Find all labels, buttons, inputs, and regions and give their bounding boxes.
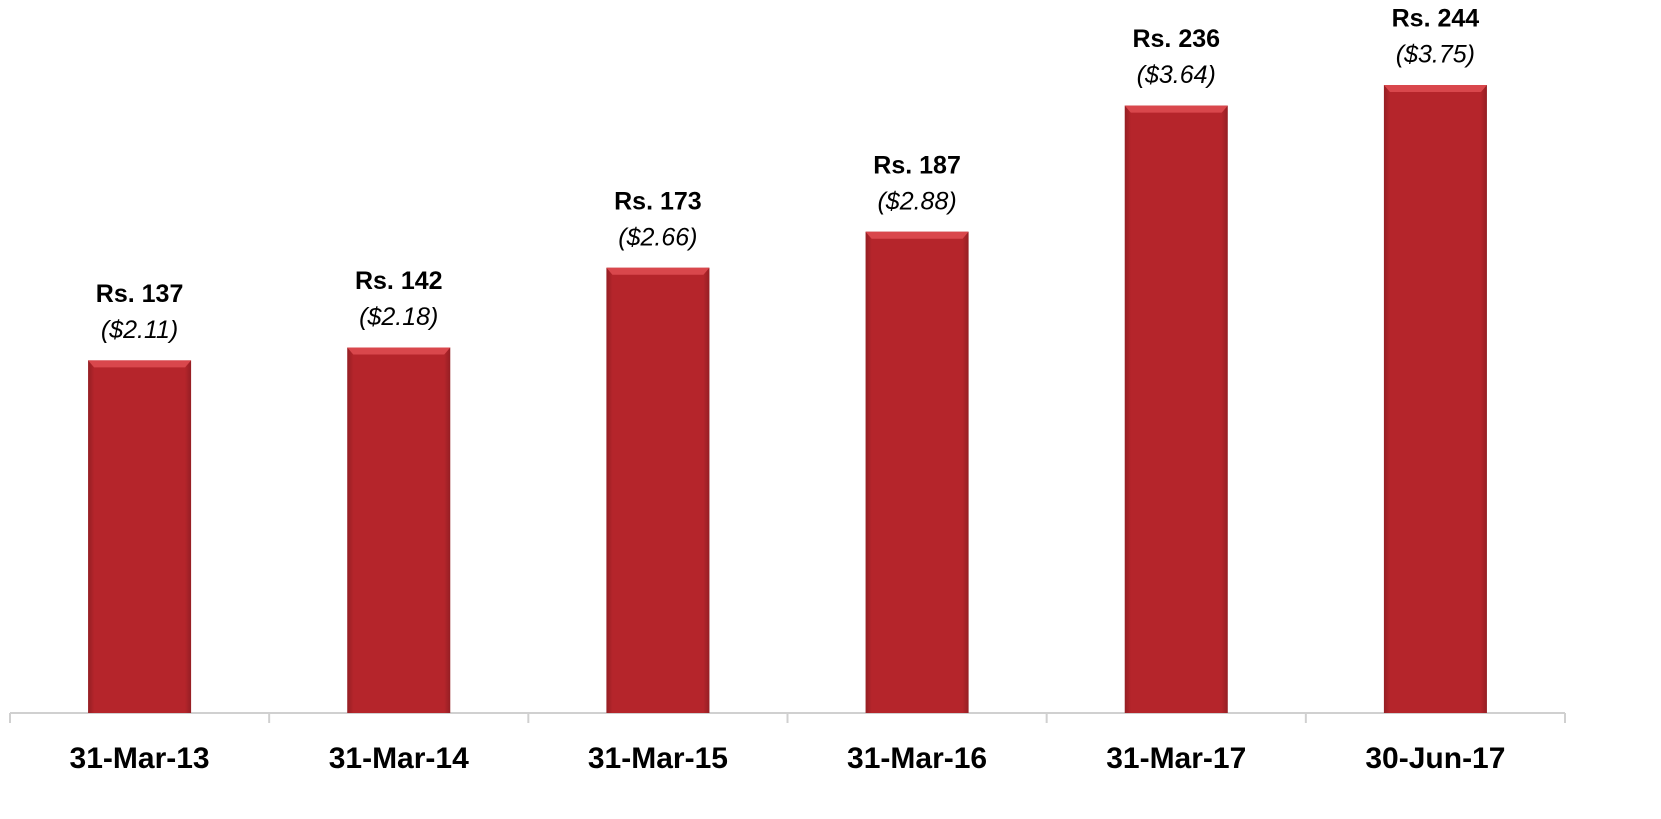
x-tick-label: 31-Mar-14 [329,742,469,775]
usd-value-label: ($2.18) [359,303,438,331]
bar-shade [1383,85,1487,713]
bar-bevel [347,347,451,355]
bar-shade [606,267,710,713]
bar-group [606,267,710,713]
bar-bevel [606,267,710,275]
bar-bevel [1383,85,1487,92]
bar-group [347,347,451,713]
bar-group [1124,105,1228,714]
bar-group [865,231,969,713]
bar-shade [88,360,192,713]
usd-value-label: ($2.88) [877,187,956,215]
bar-bevel [865,231,969,239]
usd-value-label: ($2.11) [101,316,178,344]
value-label: Rs. 187 [873,151,961,179]
value-label: Rs. 142 [355,267,443,295]
plot-area: 31-Mar-13 Rs. 137 ($2.11) 31-Mar-14 Rs. 142 (… [9,5,1566,775]
value-label: Rs. 137 [96,280,184,308]
bar-shade [1124,105,1228,714]
x-tick-label: 31-Mar-17 [1106,742,1246,775]
x-tick-label: 31-Mar-16 [847,742,987,775]
bar-shade [865,231,969,713]
x-tick-label: 31-Mar-15 [588,742,728,775]
x-tick-label: 31-Mar-13 [70,742,210,775]
value-label: Rs. 244 [1392,5,1480,33]
bar-bevel [88,360,192,368]
usd-value-label: ($2.66) [618,223,697,251]
bar-group [1383,85,1487,713]
usd-value-label: ($3.75) [1396,41,1475,69]
usd-value-label: ($3.64) [1137,61,1216,89]
x-tick-label: 30-Jun-17 [1365,742,1505,775]
bar-bevel [1124,105,1228,113]
value-label: Rs. 173 [614,187,702,215]
value-label: Rs. 236 [1132,25,1220,53]
bar-group [88,360,192,713]
bar-shade [347,347,451,713]
